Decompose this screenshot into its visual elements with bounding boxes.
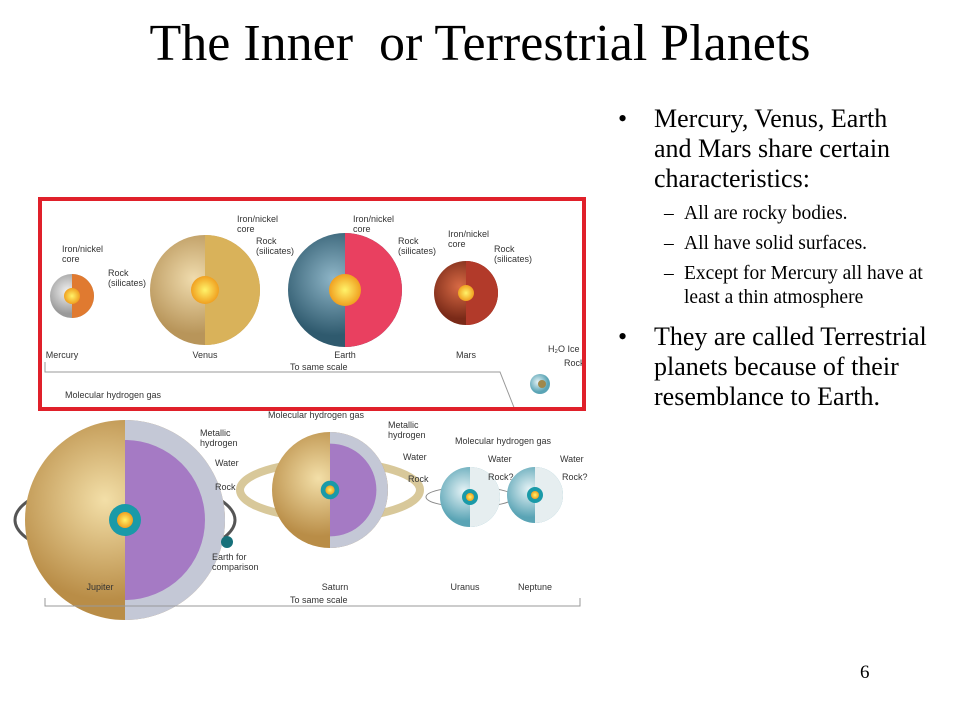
planet-name: Jupiter (86, 582, 113, 592)
planet-cutaway (535, 467, 563, 523)
diagram-label: Molecular hydrogen gas (268, 410, 365, 420)
diagram-label: comparison (212, 562, 259, 572)
bullet-text: They are called Terrestrial planets beca… (654, 322, 927, 411)
diagram-label: (silicates) (398, 246, 436, 256)
planet-core (117, 512, 133, 528)
highlight-box (38, 197, 586, 411)
planet-name: Venus (192, 350, 218, 360)
planet-cutaway (72, 274, 94, 318)
planet-core (466, 493, 474, 501)
scale-note: To same scale (290, 362, 348, 372)
diagram-label: Metallic (200, 428, 231, 438)
sub-bullet: All are rocky bodies. (654, 202, 930, 226)
bullet-list: Mercury, Venus, Earth and Mars share cer… (618, 104, 930, 424)
diagram-label: hydrogen (388, 430, 426, 440)
diagram-label: Rock (215, 482, 236, 492)
bullet-text: Mercury, Venus, Earth and Mars share cer… (654, 104, 891, 193)
diagram-label: Rock (408, 474, 429, 484)
planet-core (329, 274, 361, 306)
diagram-label: Rock (256, 236, 277, 246)
diagram-label: Water (403, 452, 427, 462)
diagram-label: Rock? (562, 472, 588, 482)
diagram-label: Metallic (388, 420, 419, 430)
planet-cutaway (345, 233, 402, 347)
diagram-label: Molecular hydrogen gas (65, 390, 162, 400)
planet-cutaway-inner (330, 443, 377, 537)
diagram-label: Iron/nickel (448, 229, 489, 239)
diagram-label: (silicates) (256, 246, 294, 256)
diagram-label: Water (215, 458, 239, 468)
diagram-label: core (448, 239, 466, 249)
sub-bullet: Except for Mercury all have at least a t… (654, 262, 930, 310)
planet-core (325, 485, 335, 495)
slide-title: The Inner or Terrestrial Planets (149, 15, 811, 72)
diagram-label: (silicates) (108, 278, 146, 288)
diagram-label: core (353, 224, 371, 234)
scale-note: To same scale (290, 595, 348, 605)
planet-core (64, 288, 80, 304)
page-number: 6 (860, 662, 870, 683)
diagram-label: Iron/nickel (353, 214, 394, 224)
planet-core (191, 276, 219, 304)
diagram-label: core (237, 224, 255, 234)
bullet: Mercury, Venus, Earth and Mars share cer… (618, 104, 930, 310)
diagram-label: Rock? (488, 472, 514, 482)
earth-dot (221, 536, 233, 548)
planet-name: Mars (456, 350, 476, 360)
diagram-label: Iron/nickel (62, 244, 103, 254)
sub-bullet-list: All are rocky bodies. All have solid surf… (654, 202, 930, 310)
diagram-label: Rock (564, 358, 585, 368)
diagram-label: Rock (108, 268, 129, 278)
pluto-core (538, 380, 546, 388)
planet-core (531, 491, 539, 499)
planet-name: Mercury (46, 350, 79, 360)
diagram-label: Water (488, 454, 512, 464)
planet-name: Neptune (518, 582, 552, 592)
planet-cutaway (466, 261, 498, 325)
planet-name: Saturn (322, 582, 349, 592)
diagram-label: core (62, 254, 80, 264)
diagram-label: H₂O Ice (548, 344, 580, 354)
diagram-label: Rock (494, 244, 515, 254)
diagram-label: (silicates) (494, 254, 532, 264)
planet-name: Uranus (450, 582, 480, 592)
planet-cutaway-inner (125, 440, 205, 600)
planet-cutaway (470, 467, 500, 527)
diagram-label: hydrogen (200, 438, 238, 448)
diagram-label: Earth for (212, 552, 247, 562)
sub-bullet: All have solid surfaces. (654, 232, 930, 256)
diagram-label: Iron/nickel (237, 214, 278, 224)
diagram-label: Molecular hydrogen gas (455, 436, 552, 446)
scale-bracket (44, 598, 581, 607)
bullet: They are called Terrestrial planets beca… (618, 322, 930, 412)
scale-bracket (44, 362, 516, 411)
diagram-label: Water (560, 454, 584, 464)
planet-cutaway (205, 235, 260, 345)
planet-name: Earth (334, 350, 356, 360)
planet-core (458, 285, 474, 301)
diagram-label: Rock (398, 236, 419, 246)
